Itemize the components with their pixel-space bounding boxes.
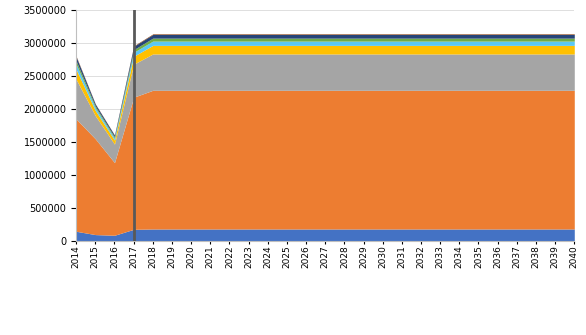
- Legend: CO, NOx, SOx, TSP, PM10, PM2.5, VOC, NH3: CO, NOx, SOx, TSP, PM10, PM2.5, VOC, NH3: [165, 334, 486, 335]
